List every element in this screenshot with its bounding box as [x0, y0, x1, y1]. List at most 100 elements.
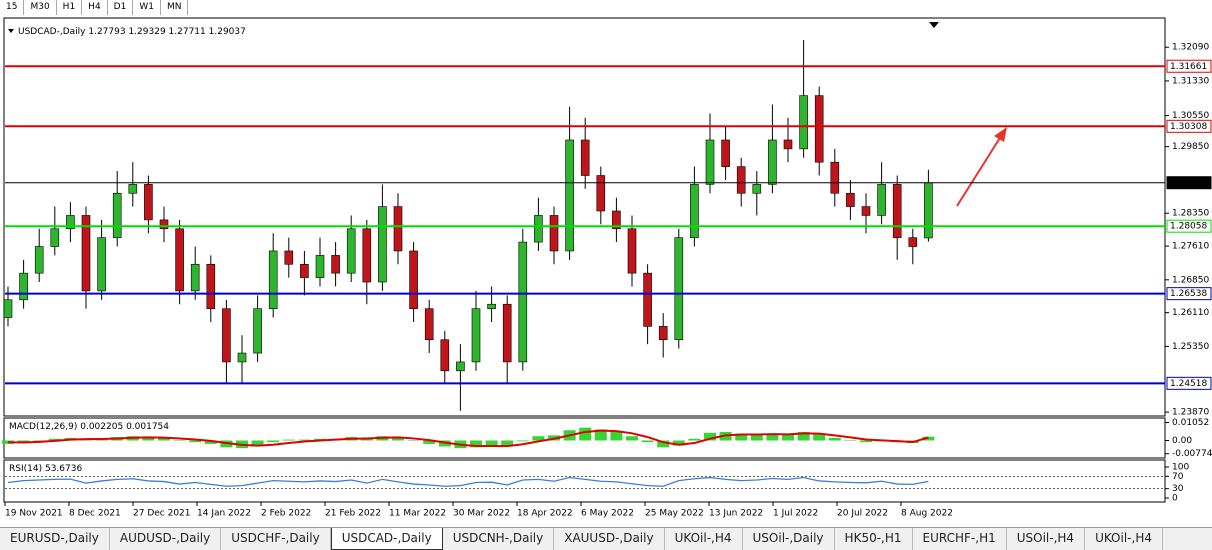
symbol-tab[interactable]: USOil-,Daily	[743, 528, 835, 550]
y-tick-label: 0	[1172, 494, 1178, 504]
macd-bar	[688, 438, 701, 441]
symbol-tab[interactable]: EURUSD-,Daily	[0, 528, 110, 550]
macd-bar	[828, 437, 841, 441]
panel-header: MACD(12,26,9) 0.002205 0.001754	[9, 422, 169, 432]
panel-header: USDCAD-,Daily 1.27793 1.29329 1.27711 1.…	[18, 27, 246, 37]
candle-body	[81, 215, 91, 292]
candle-body	[206, 263, 216, 309]
header-value: 0.002205	[80, 422, 123, 432]
x-tick-label: 8 Dec 2021	[69, 509, 121, 519]
candle-body	[393, 206, 403, 252]
y-tick-label: 1.31330	[1172, 76, 1209, 86]
candle-body	[97, 237, 106, 292]
level-label: 1.24518	[1170, 379, 1207, 389]
macd-bar	[501, 440, 514, 447]
candle-body	[300, 263, 309, 278]
symbol-tab[interactable]: XAUUSD-,Daily	[554, 528, 665, 550]
symbol-arrow	[8, 29, 14, 33]
symbol-tab[interactable]: USOil-,H4	[1007, 528, 1086, 550]
macd-bar	[797, 431, 810, 441]
timeframe-button[interactable]: M30	[24, 0, 57, 15]
timeframe-button[interactable]: 15	[0, 0, 25, 15]
y-tick-label: 1.26850	[1172, 275, 1209, 285]
x-tick-label: 18 Apr 2022	[517, 509, 573, 519]
candle-body	[378, 206, 387, 283]
macd-bar	[485, 440, 498, 446]
macd-bar	[641, 440, 654, 443]
symbol-tab[interactable]: USDCHF-,Daily	[221, 528, 331, 550]
symbol-tab[interactable]: UKOil-,H4	[665, 528, 743, 550]
candle-body	[268, 250, 278, 309]
macd-panel	[3, 417, 1166, 459]
candle-body	[846, 192, 855, 207]
x-tick-label: 1 Jul 2022	[773, 509, 818, 519]
candle-body	[253, 308, 262, 354]
candle-body	[892, 184, 902, 238]
annotation-arrowhead	[994, 127, 1007, 142]
main-panel	[3, 17, 1166, 417]
level-label-box	[1166, 119, 1212, 133]
macd-bar	[48, 438, 61, 441]
candle-body	[721, 139, 730, 167]
macd-bar	[516, 440, 529, 442]
macd-bar	[189, 440, 202, 443]
macd-bar	[33, 440, 46, 441]
candle-body	[612, 210, 621, 230]
macd-bar	[782, 434, 794, 441]
candle-body	[908, 237, 918, 247]
candle-body	[66, 215, 75, 230]
y-tick-label: 1.25350	[1172, 342, 1209, 352]
timeframe-button[interactable]: W1	[133, 0, 161, 15]
symbol-tab[interactable]: AUDUSD-,Daily	[110, 528, 222, 550]
symbol-tab[interactable]: HK50-,H1	[835, 528, 913, 550]
timeframe-toolbar: 15 M30 H1 H4 D1 W1 MN	[0, 0, 189, 15]
chart: USDCAD-,Daily 1.27793 1.29329 1.27711 1.…	[2, 17, 1212, 519]
candle-body	[471, 308, 481, 363]
candle-body	[440, 339, 450, 372]
timeframe-button[interactable]: D1	[108, 0, 134, 15]
macd-bar	[142, 437, 155, 441]
x-tick-label: 13 Jun 2022	[709, 509, 763, 519]
macd-bar	[407, 440, 420, 441]
candle-body	[627, 228, 637, 274]
timeframe-button[interactable]: H4	[82, 0, 108, 15]
candle-body	[159, 219, 169, 230]
candle-body	[799, 95, 808, 150]
x-tick-label: 30 Mar 2022	[453, 509, 510, 519]
macd-bar	[173, 440, 186, 441]
symbol-tab[interactable]: EURCHF-,H1	[913, 528, 1007, 550]
macd-bar	[813, 433, 826, 441]
header-value: 1.29037	[209, 27, 246, 37]
candle-body	[705, 139, 715, 185]
level-label: 1.29037	[1170, 178, 1207, 188]
macd-bar	[267, 440, 280, 443]
header-value: MACD(12,26,9)	[9, 422, 77, 432]
timeframe-button[interactable]: MN	[161, 0, 189, 15]
candle-body	[814, 95, 824, 163]
y-tick-label: 0.01052	[1172, 418, 1209, 428]
candle-body	[674, 237, 684, 341]
header-value: USDCAD-,Daily	[18, 27, 86, 37]
y-tick-label: 30	[1172, 484, 1184, 494]
x-tick-label: 19 Nov 2021	[5, 509, 63, 519]
y-tick-label: 1.26110	[1172, 308, 1209, 318]
timeframe-button[interactable]: H1	[57, 0, 83, 15]
level-label: 1.26538	[1170, 289, 1207, 299]
candle-body	[362, 228, 372, 283]
candle-body	[34, 246, 44, 274]
candle-body	[19, 272, 28, 301]
candle-body	[877, 184, 886, 216]
symbol-tab[interactable]: USDCNH-,Daily	[443, 528, 555, 550]
symbol-tab[interactable]: UKOil-,H4	[1085, 528, 1163, 550]
candle-body	[3, 299, 13, 318]
candle-body	[175, 228, 184, 292]
candle-body	[596, 175, 606, 212]
x-tick-label: 14 Jan 2022	[197, 509, 251, 519]
annotation-arrow	[956, 132, 1004, 207]
level-label-box	[1166, 176, 1212, 190]
candle-body	[50, 228, 60, 247]
symbol-tab[interactable]: USDCAD-,Daily	[330, 528, 443, 550]
y-tick-label: 70	[1172, 472, 1184, 482]
header-value: 1.27711	[169, 27, 206, 37]
level-label-box	[1166, 287, 1212, 301]
